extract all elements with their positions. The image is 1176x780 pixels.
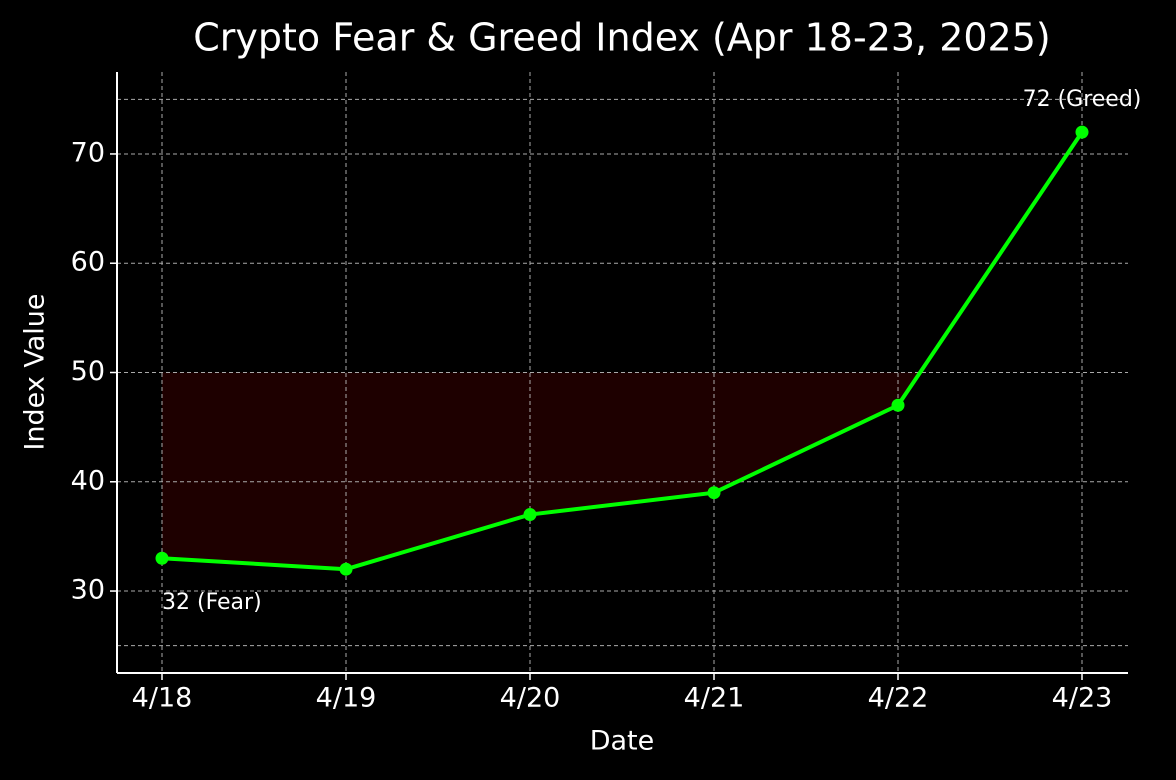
y-tick-label: 70 — [71, 137, 105, 168]
annotation: 32 (Fear) — [162, 590, 262, 615]
data-line — [161, 130, 1084, 572]
x-axis-label: Date — [590, 726, 655, 757]
data-point — [523, 508, 537, 522]
x-tick-label: 4/21 — [684, 683, 745, 714]
y-tick-label: 30 — [71, 575, 105, 606]
data-point — [339, 562, 353, 576]
x-tick-label: 4/19 — [316, 683, 377, 714]
x-tick-label: 4/22 — [868, 683, 929, 714]
chart-title: Crypto Fear & Greed Index (Apr 18-23, 20… — [193, 16, 1051, 60]
x-tick-label: 4/18 — [132, 683, 193, 714]
data-point — [891, 398, 905, 412]
annotation: 72 (Greed) — [1023, 87, 1142, 112]
y-tick-label: 40 — [71, 465, 105, 496]
data-point — [1075, 125, 1089, 139]
data-point — [707, 486, 721, 500]
y-tick-label: 50 — [71, 356, 105, 387]
data-point — [155, 551, 169, 565]
fear-zone — [162, 372, 921, 570]
x-tick-label: 4/23 — [1052, 683, 1113, 714]
y-tick-label: 60 — [71, 247, 105, 278]
x-tick-label: 4/20 — [500, 683, 561, 714]
y-axis-label: Index Value — [20, 293, 51, 450]
